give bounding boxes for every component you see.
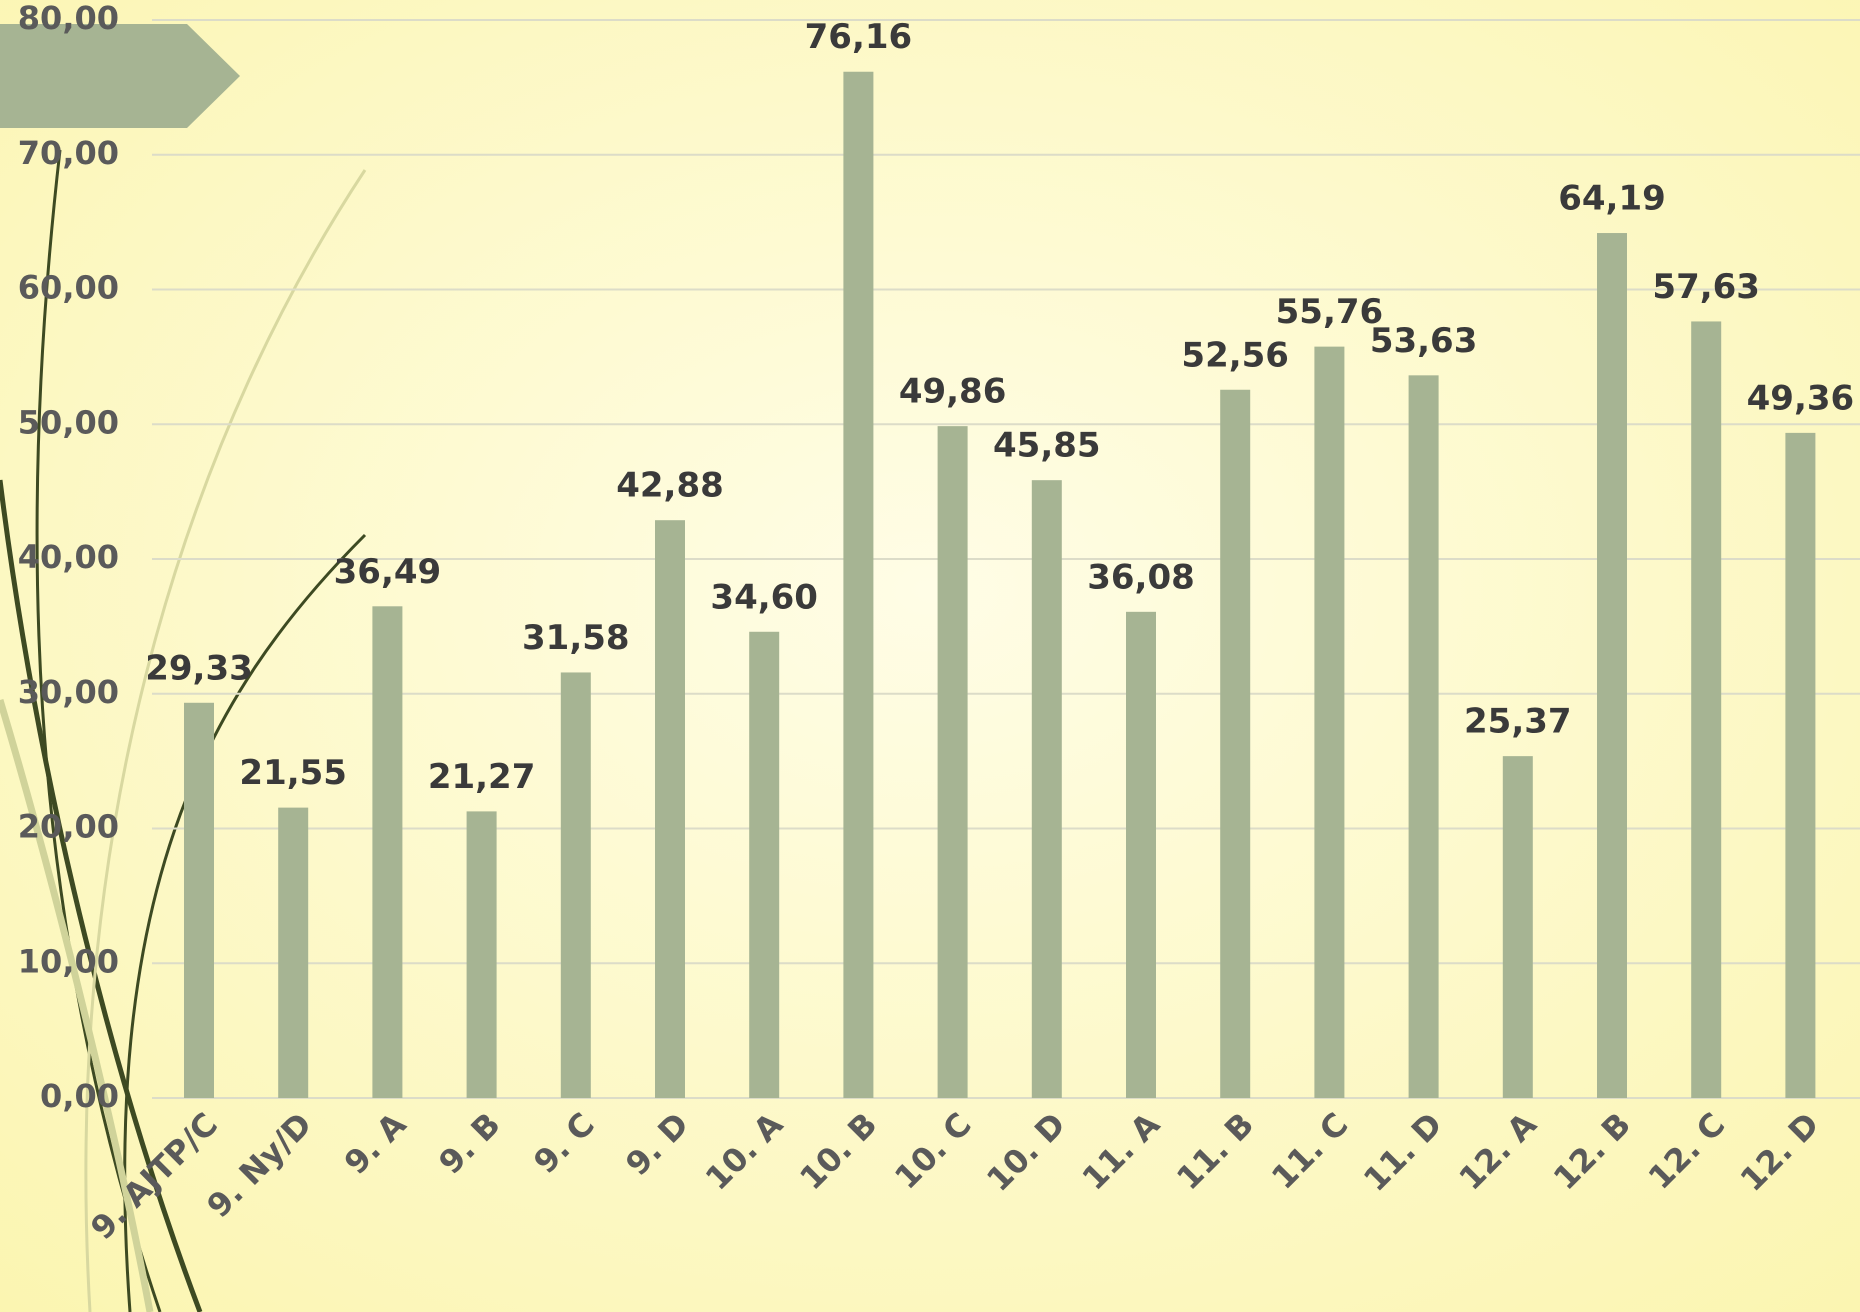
value-label: 76,16 xyxy=(805,17,913,57)
y-tick-label: 40,00 xyxy=(18,538,119,576)
value-label: 21,55 xyxy=(239,753,347,793)
value-label: 55,76 xyxy=(1276,292,1384,332)
bar xyxy=(843,71,874,1098)
bar xyxy=(655,520,685,1098)
value-label: 45,85 xyxy=(993,426,1101,466)
y-tick-label: 20,00 xyxy=(18,808,119,846)
bar xyxy=(1785,432,1816,1098)
value-label: 34,60 xyxy=(710,577,818,617)
bar xyxy=(560,672,591,1098)
y-tick-label: 50,00 xyxy=(18,403,119,441)
value-label: 57,63 xyxy=(1652,267,1760,307)
value-label: 21,27 xyxy=(428,757,536,797)
curve-decoration xyxy=(0,149,367,1312)
y-tick-label: 60,00 xyxy=(18,269,119,307)
arrow-decoration xyxy=(0,24,240,128)
bar xyxy=(937,426,968,1099)
value-label: 25,37 xyxy=(1464,702,1572,742)
bar xyxy=(278,807,309,1098)
bar xyxy=(372,606,403,1098)
bar xyxy=(1031,480,1062,1098)
value-label: 36,49 xyxy=(334,552,442,592)
value-label: 49,36 xyxy=(1747,378,1855,418)
value-label: 42,88 xyxy=(616,466,724,506)
bar xyxy=(1126,611,1156,1098)
value-label: 64,19 xyxy=(1558,179,1666,219)
bar xyxy=(1314,346,1345,1098)
bar xyxy=(184,702,214,1098)
bar xyxy=(749,631,780,1098)
value-label: 53,63 xyxy=(1370,321,1478,361)
y-tick-label: 0,00 xyxy=(40,1077,119,1115)
bar xyxy=(1597,233,1627,1099)
value-label: 52,56 xyxy=(1181,335,1289,375)
value-label: 49,86 xyxy=(899,372,1007,412)
y-tick-label: 30,00 xyxy=(18,673,119,711)
bar xyxy=(1691,321,1722,1098)
value-label: 29,33 xyxy=(145,648,253,688)
y-tick-label: 80,00 xyxy=(18,0,119,37)
bar xyxy=(1220,389,1251,1098)
bar xyxy=(1408,375,1439,1098)
bar xyxy=(466,811,497,1098)
y-tick-label: 10,00 xyxy=(18,942,119,980)
value-label: 31,58 xyxy=(522,618,630,658)
value-label: 36,08 xyxy=(1087,557,1195,597)
bar xyxy=(1502,756,1533,1098)
y-tick-label: 70,00 xyxy=(18,134,119,172)
